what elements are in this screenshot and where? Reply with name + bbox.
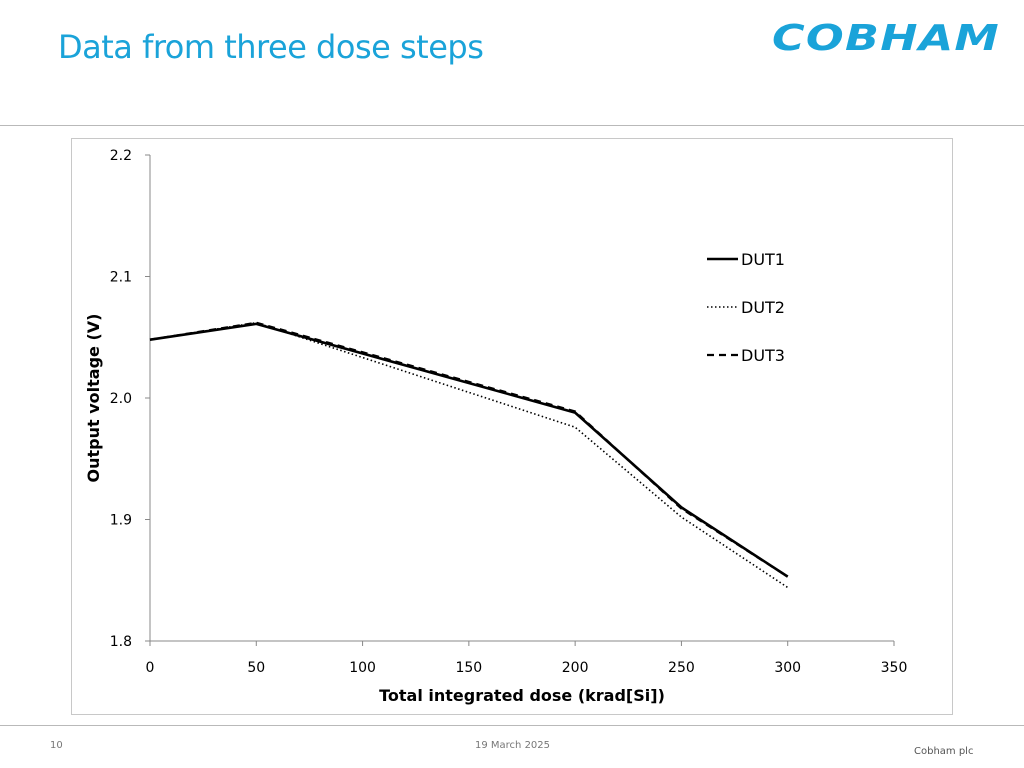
- chart-frame: [71, 138, 953, 715]
- page-number: 10: [50, 740, 63, 751]
- logo-text: COBHAM: [772, 20, 1000, 54]
- x-tick-label: 0: [146, 660, 155, 676]
- y-tick-label: 2.2: [110, 148, 132, 164]
- y-tick-label: 2.1: [110, 270, 132, 286]
- series-line-dut2: [149, 321, 789, 589]
- y-tick-label: 1.9: [110, 513, 132, 529]
- legend-label-dut1: DUT1: [741, 250, 785, 269]
- x-axis-label: Total integrated dose (krad[Si]): [379, 686, 665, 705]
- footer-date: 19 March 2025: [475, 740, 551, 751]
- cobham-logo: COBHAM: [772, 20, 1000, 54]
- chart-legend: DUT1 DUT2 DUT3: [707, 250, 785, 365]
- series-line-dut1: [149, 322, 789, 578]
- x-tick-label: 350: [881, 660, 908, 676]
- x-tick-label: 200: [562, 660, 589, 676]
- x-tick-label: 300: [774, 660, 801, 676]
- footer-company: Cobham plc: [914, 746, 974, 757]
- y-axis-label: Output voltage (V): [84, 314, 103, 483]
- series-line-dut3: [149, 321, 789, 578]
- legend-label-dut3: DUT3: [741, 346, 785, 365]
- y-tick-label: 2.0: [110, 391, 132, 407]
- y-tick-label: 1.8: [110, 634, 132, 650]
- x-tick-label: 150: [455, 660, 482, 676]
- x-tick-label: 250: [668, 660, 695, 676]
- x-tick-label: 50: [247, 660, 265, 676]
- x-tick-label: 100: [349, 660, 376, 676]
- title-divider: [0, 125, 1024, 126]
- legend-label-dut2: DUT2: [741, 298, 785, 317]
- chart-series: [149, 321, 789, 589]
- chart-ticks: 0 50 100 150 200 250 300 350 1.8 1.9 2.0 2.1 2.2: [110, 148, 908, 676]
- footer-divider: [0, 725, 1024, 726]
- slide-title: Data from three dose steps: [58, 28, 484, 66]
